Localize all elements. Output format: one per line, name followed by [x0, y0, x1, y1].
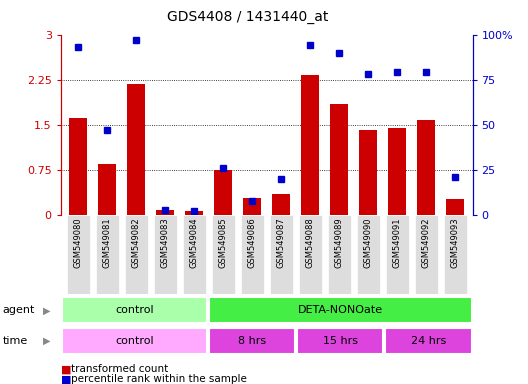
- FancyBboxPatch shape: [356, 215, 380, 294]
- FancyBboxPatch shape: [62, 297, 207, 323]
- FancyBboxPatch shape: [298, 215, 322, 294]
- Text: ▶: ▶: [43, 336, 50, 346]
- FancyBboxPatch shape: [241, 215, 264, 294]
- Bar: [156, 210, 174, 215]
- Bar: [69, 118, 87, 215]
- FancyBboxPatch shape: [62, 328, 207, 354]
- FancyBboxPatch shape: [444, 215, 467, 294]
- FancyBboxPatch shape: [297, 328, 383, 354]
- Text: ■: ■: [61, 364, 71, 374]
- Text: GSM549080: GSM549080: [73, 217, 82, 268]
- Bar: [98, 164, 116, 215]
- FancyBboxPatch shape: [212, 215, 235, 294]
- Text: GSM549082: GSM549082: [131, 217, 140, 268]
- FancyBboxPatch shape: [269, 215, 293, 294]
- Text: 8 hrs: 8 hrs: [238, 336, 266, 346]
- Text: 15 hrs: 15 hrs: [323, 336, 357, 346]
- Bar: [243, 198, 261, 215]
- Text: GSM549091: GSM549091: [393, 217, 402, 268]
- Text: time: time: [3, 336, 28, 346]
- Text: control: control: [115, 305, 154, 315]
- FancyBboxPatch shape: [385, 215, 409, 294]
- Bar: [331, 104, 348, 215]
- Bar: [214, 170, 232, 215]
- Text: GSM549087: GSM549087: [277, 217, 286, 268]
- Bar: [127, 84, 145, 215]
- Text: GDS4408 / 1431440_at: GDS4408 / 1431440_at: [167, 10, 329, 23]
- Text: GSM549085: GSM549085: [219, 217, 228, 268]
- Text: GSM549093: GSM549093: [451, 217, 460, 268]
- Text: ▶: ▶: [43, 305, 50, 315]
- Text: agent: agent: [3, 305, 35, 315]
- Bar: [272, 194, 290, 215]
- Text: GSM549084: GSM549084: [190, 217, 199, 268]
- FancyBboxPatch shape: [327, 215, 351, 294]
- FancyBboxPatch shape: [67, 215, 90, 294]
- FancyBboxPatch shape: [385, 328, 472, 354]
- Bar: [447, 199, 464, 215]
- Text: GSM549092: GSM549092: [422, 217, 431, 268]
- FancyBboxPatch shape: [183, 215, 206, 294]
- FancyBboxPatch shape: [125, 215, 148, 294]
- FancyBboxPatch shape: [209, 328, 295, 354]
- Text: control: control: [115, 336, 154, 346]
- Bar: [185, 212, 203, 215]
- Text: DETA-NONOate: DETA-NONOate: [298, 305, 383, 315]
- Text: GSM549090: GSM549090: [364, 217, 373, 268]
- Text: percentile rank within the sample: percentile rank within the sample: [71, 374, 247, 384]
- Text: transformed count: transformed count: [71, 364, 168, 374]
- Text: GSM549083: GSM549083: [161, 217, 169, 268]
- FancyBboxPatch shape: [96, 215, 119, 294]
- Text: GSM549081: GSM549081: [102, 217, 111, 268]
- Bar: [389, 128, 406, 215]
- FancyBboxPatch shape: [154, 215, 177, 294]
- Text: ■: ■: [61, 374, 71, 384]
- Text: GSM549086: GSM549086: [248, 217, 257, 268]
- Text: GSM549088: GSM549088: [306, 217, 315, 268]
- Bar: [360, 130, 377, 215]
- Text: 24 hrs: 24 hrs: [411, 336, 446, 346]
- Bar: [418, 120, 435, 215]
- FancyBboxPatch shape: [414, 215, 438, 294]
- FancyBboxPatch shape: [209, 297, 472, 323]
- Text: GSM549089: GSM549089: [335, 217, 344, 268]
- Bar: [301, 75, 319, 215]
